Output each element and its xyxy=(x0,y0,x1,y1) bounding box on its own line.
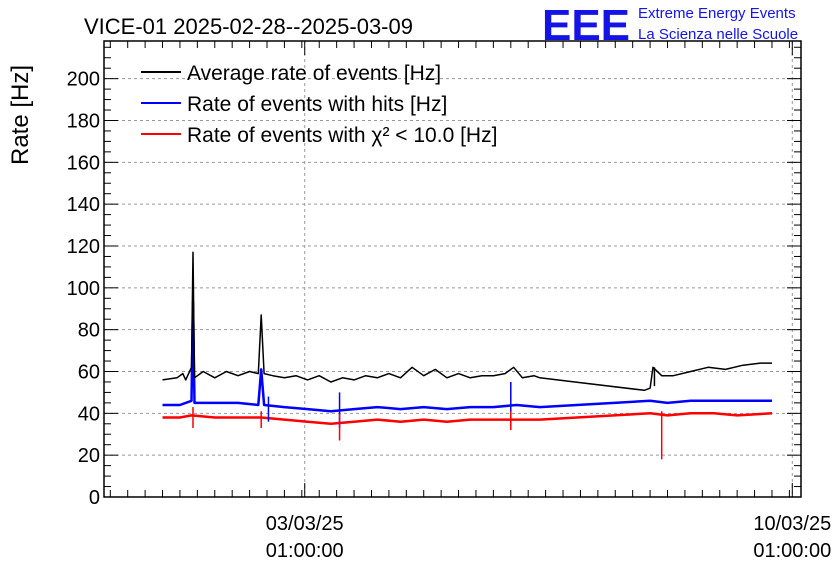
eee-logo-mark: EEE xyxy=(542,1,630,50)
y-tick-label: 120 xyxy=(67,236,100,258)
x-tick-label-date: 10/03/25 xyxy=(753,513,831,535)
y-tick-label: 100 xyxy=(67,278,100,300)
y-tick-label: 80 xyxy=(78,320,100,342)
y-tick-label: 180 xyxy=(67,110,100,132)
eee-logo: EEE Extreme Energy Events La Scienza nel… xyxy=(542,1,798,50)
x-tick-label-time: 01:00:00 xyxy=(266,540,344,562)
eee-logo-line1: Extreme Energy Events xyxy=(638,5,796,22)
eee-logo-line2: La Scienza nelle Scuole xyxy=(638,26,798,43)
y-axis-label: Rate [Hz] xyxy=(7,65,34,165)
y-tick-label: 40 xyxy=(78,403,100,425)
plot-frame xyxy=(103,40,802,498)
chart-title: VICE-01 2025-02-28--2025-03-09 xyxy=(84,14,413,39)
y-tick-label: 160 xyxy=(67,152,100,174)
y-tick-label: 200 xyxy=(67,69,100,91)
x-tick-label-date: 03/03/25 xyxy=(266,513,344,535)
legend: Average rate of events [Hz] Rate of even… xyxy=(141,62,497,147)
data-series xyxy=(162,251,773,460)
y-tick-label: 60 xyxy=(78,361,100,383)
series-line-0 xyxy=(162,251,772,392)
y-tick-label: 0 xyxy=(89,487,100,509)
legend-label-average: Average rate of events [Hz] xyxy=(187,62,441,85)
axes: 0 20 40 60 80 100 120 140 160 180 200 03/03/25 01:00… xyxy=(67,41,831,562)
y-tick-label: 140 xyxy=(67,194,100,216)
series-line-1 xyxy=(162,301,772,413)
legend-label-hits: Rate of events with hits [Hz] xyxy=(187,93,447,116)
series-line-2 xyxy=(162,412,773,426)
x-tick-label-time: 01:00:00 xyxy=(753,540,831,562)
legend-label-chi2: Rate of events with χ² < 10.0 [Hz] xyxy=(187,124,497,147)
y-tick-label: 20 xyxy=(78,445,100,467)
